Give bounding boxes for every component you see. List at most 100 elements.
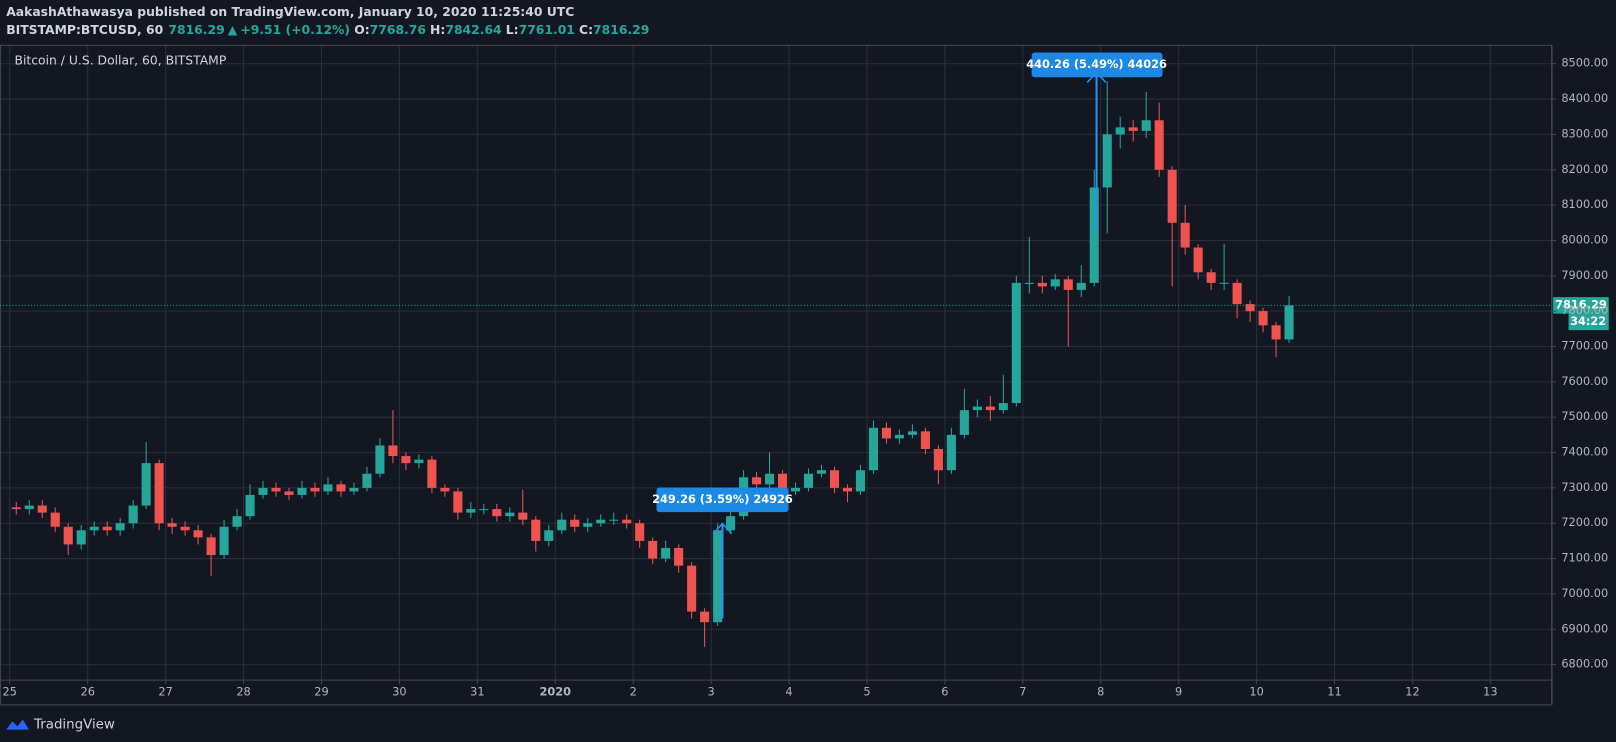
candle-body — [154, 463, 164, 524]
y-tick-label: 7500.00 — [1561, 409, 1608, 423]
candle-body — [700, 611, 710, 623]
candle-body — [816, 470, 827, 474]
y-tick-label: 7800.00 — [1561, 303, 1608, 317]
candle-body — [362, 473, 372, 488]
candle-body — [1154, 120, 1164, 170]
measure-arrow — [712, 522, 733, 535]
x-tick-label: 6 — [941, 685, 948, 699]
candle-body — [1245, 304, 1255, 312]
last-price-label: 7816.29 — [1555, 297, 1607, 311]
candle-body — [167, 523, 177, 527]
candle-body — [674, 547, 684, 566]
candle-body — [959, 410, 969, 435]
measure-box — [656, 487, 789, 513]
y-tick-label: 8100.00 — [1561, 197, 1608, 211]
x-tick-label: 27 — [158, 685, 172, 699]
x-tick-label: 7 — [1019, 685, 1026, 699]
y-tick-label: 8300.00 — [1561, 126, 1608, 140]
y-tick-label: 7200.00 — [1561, 515, 1608, 529]
x-tick-label: 2 — [630, 685, 637, 699]
ohlc-label: C: — [579, 22, 593, 36]
x-tick-label: 4 — [785, 685, 792, 699]
candle-body — [284, 491, 294, 495]
candle-body — [1167, 169, 1177, 223]
candle-body — [336, 484, 346, 492]
candle-body — [972, 406, 982, 411]
publisher: AakashAthawasya published on TradingView… — [6, 5, 574, 19]
candle-body — [219, 526, 229, 556]
chart-title: Bitcoin / U.S. Dollar, 60, BITSTAMP — [14, 53, 226, 67]
y-tick-label: 6900.00 — [1561, 621, 1608, 635]
x-tick-label: 29 — [314, 685, 328, 699]
candle-body — [297, 487, 307, 495]
ohlc: O:7768.76 H:7842.64 L:7761.01 C:7816.29 — [354, 22, 649, 36]
x-tick-label: 3 — [708, 685, 715, 699]
candle-body — [1102, 134, 1112, 188]
candle-body — [492, 509, 502, 517]
candle-body — [1284, 305, 1294, 340]
y-tick-label: 8500.00 — [1561, 56, 1608, 70]
y-tick-label: 6800.00 — [1561, 657, 1608, 671]
candle-body — [946, 434, 956, 471]
candle-body — [258, 487, 268, 495]
candle-body — [1024, 282, 1034, 284]
candle-body — [726, 516, 736, 531]
x-tick-label: 5 — [863, 685, 870, 699]
candle-body — [1180, 222, 1190, 248]
candle-body — [583, 523, 593, 527]
measure-label: 440.26 (5.49%) 44026 — [1026, 57, 1167, 71]
candle-body — [713, 530, 723, 623]
candle-body — [349, 487, 359, 492]
y-tick-label: 7300.00 — [1561, 480, 1608, 494]
ohlc-label: O: — [354, 22, 369, 36]
candle-body — [570, 519, 580, 527]
change: +9.51 (+0.12%) — [240, 22, 350, 36]
candle-body — [518, 512, 528, 520]
price-tag: 7816.29 34:22 — [0, 297, 1609, 331]
x-tick-label: 30 — [392, 685, 406, 699]
candle-body — [933, 449, 943, 471]
candle-body — [1232, 282, 1242, 305]
candle-body — [245, 494, 255, 517]
y-tick-label: 7400.00 — [1561, 445, 1608, 459]
candle-body — [1219, 282, 1229, 284]
candle-body — [24, 505, 34, 510]
ohlc-value: 7816.29 — [593, 22, 649, 36]
candle-body — [1076, 282, 1086, 290]
countdown-label: 34:22 — [1570, 314, 1606, 328]
candle-body — [765, 473, 775, 485]
candle-body — [544, 530, 554, 541]
candle-body — [790, 487, 801, 492]
x-tick-label: 12 — [1405, 685, 1419, 699]
y-tick-label: 7600.00 — [1561, 374, 1608, 388]
ohlc-label: L: — [506, 22, 519, 36]
candles — [11, 81, 1294, 647]
candle-body — [37, 505, 47, 513]
x-tick-label: 31 — [470, 685, 484, 699]
candle-body — [141, 463, 151, 506]
candle-body — [115, 523, 125, 531]
y-tick-label: 7900.00 — [1561, 268, 1608, 282]
candle-body — [985, 406, 995, 411]
candle-body — [622, 519, 632, 524]
candle-body — [479, 509, 489, 511]
candle-body — [881, 427, 891, 439]
x-tick-label: 2020 — [539, 685, 571, 699]
candle-body — [1271, 325, 1281, 340]
y-tick-label: 7000.00 — [1561, 586, 1608, 600]
candle-body — [661, 547, 671, 559]
candle-body — [687, 565, 697, 612]
symbol: BITSTAMP:BTCUSD, 60 — [6, 22, 163, 36]
candle-body — [1193, 247, 1203, 273]
candle-body — [401, 456, 411, 464]
countdown-box — [1568, 313, 1609, 331]
candle-body — [557, 519, 567, 531]
y-tick-label: 7100.00 — [1561, 551, 1608, 565]
candle-body — [505, 512, 515, 517]
measure-box — [1031, 52, 1163, 78]
candle-body — [531, 519, 541, 541]
candle-body — [1063, 279, 1073, 290]
